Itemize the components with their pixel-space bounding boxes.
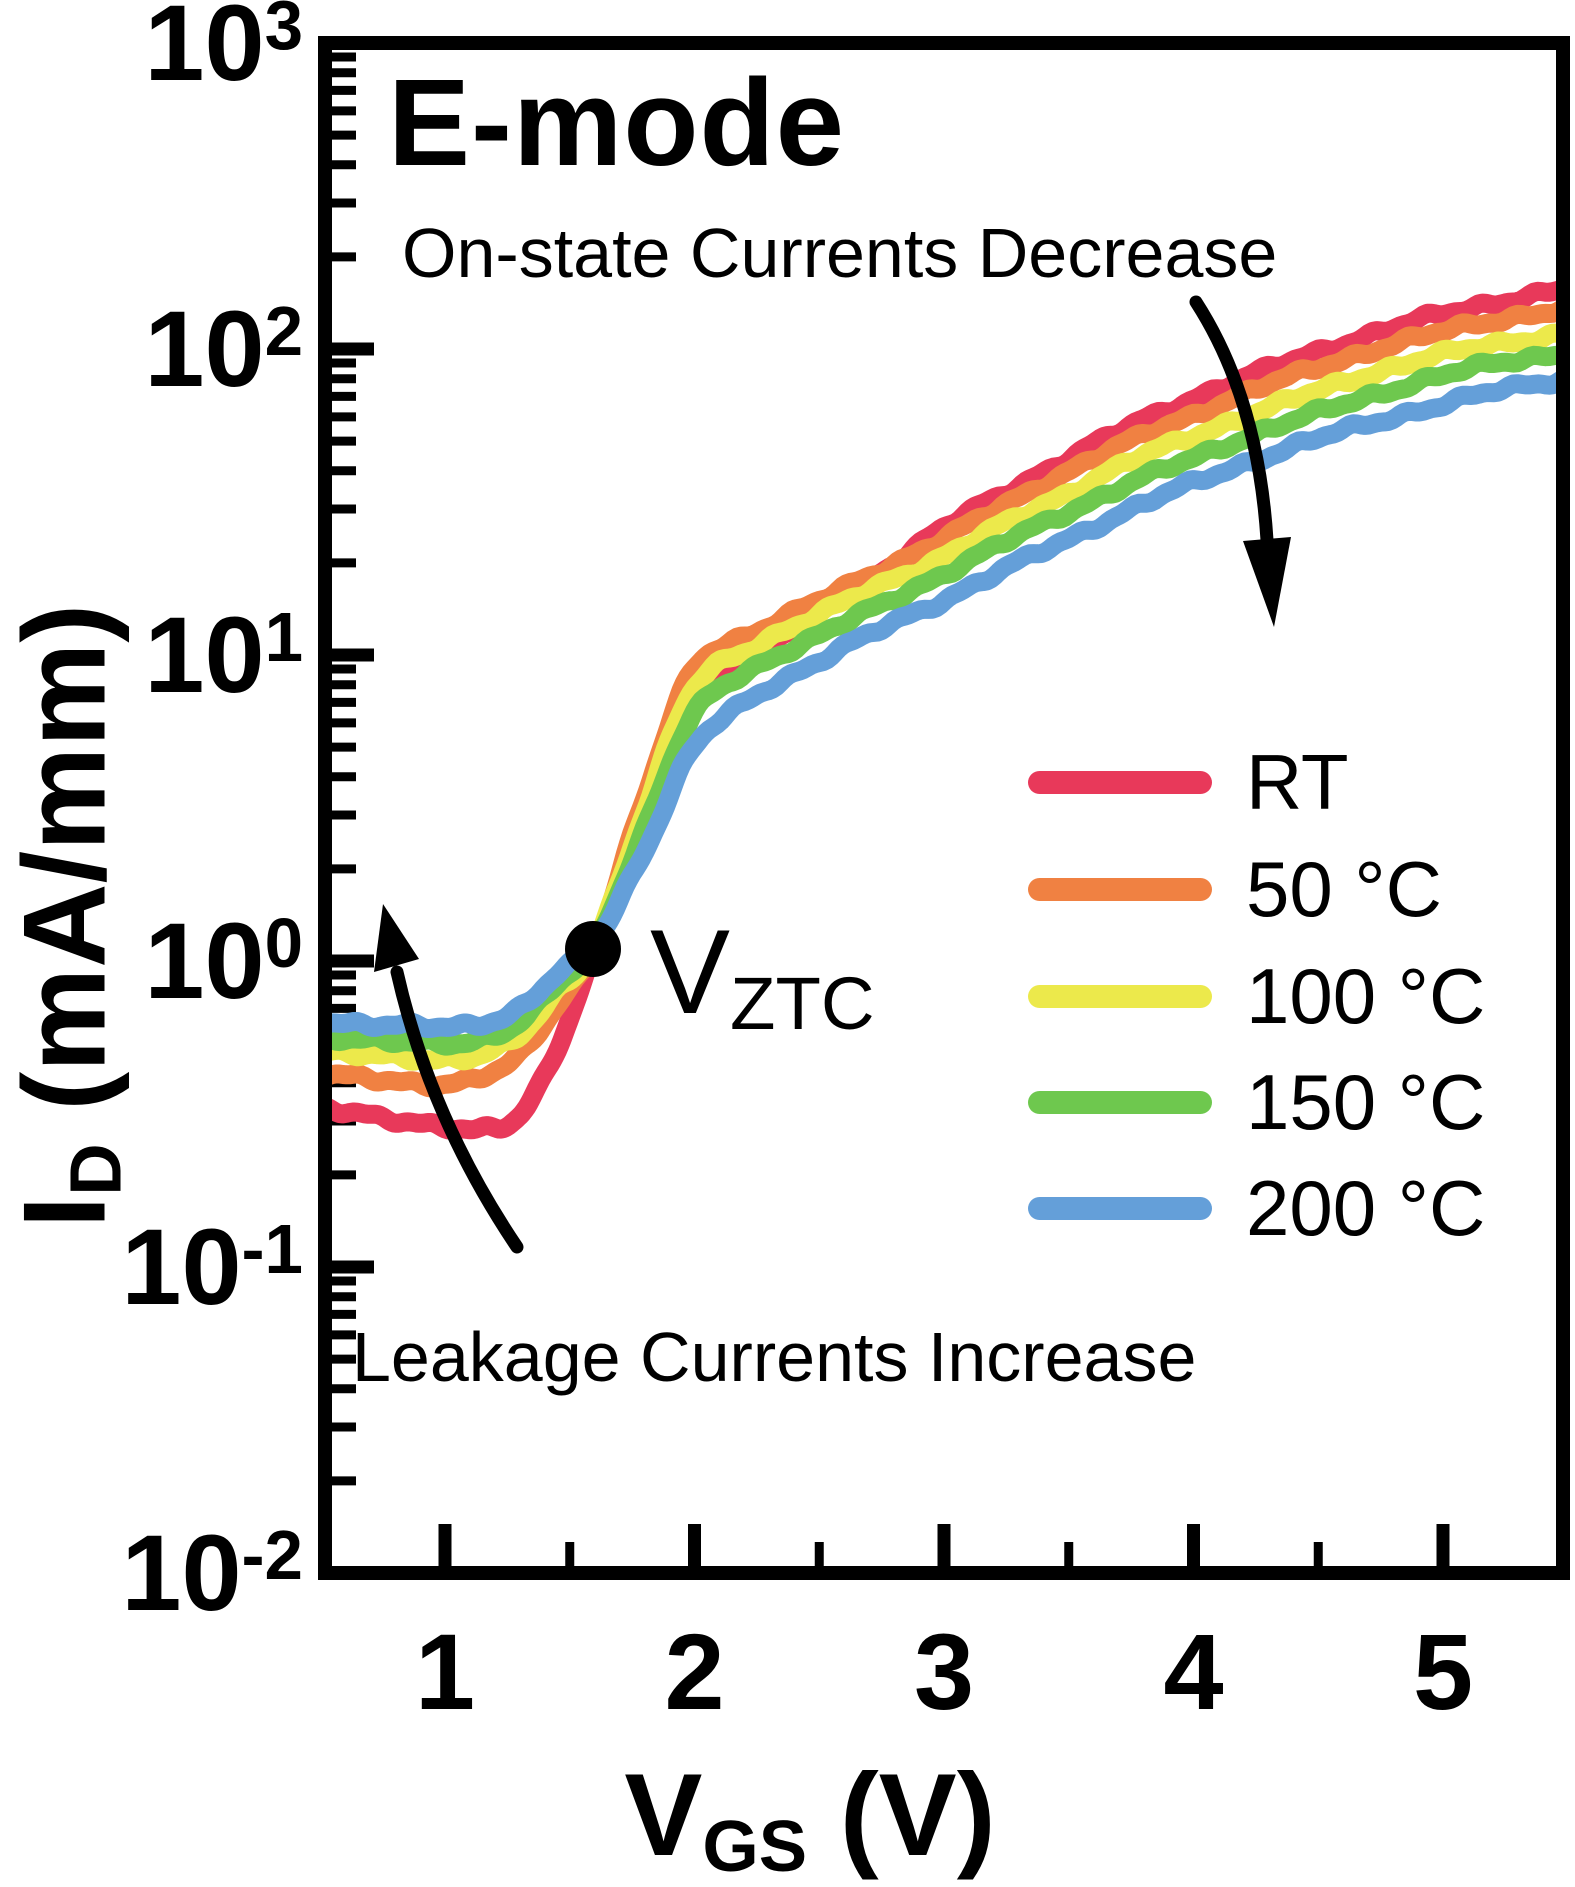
on-state-arrow xyxy=(1189,295,1291,627)
plot-border xyxy=(318,36,1570,1580)
ztc-label-sub: ZTC xyxy=(730,962,875,1046)
ztc-label: VZTC xyxy=(650,912,875,1041)
y-tick-label: 101 xyxy=(144,594,303,715)
y-axis-title: ID (mA/mm) xyxy=(0,604,136,1228)
curve-200C xyxy=(332,371,1556,1038)
legend-swatch xyxy=(1028,984,1212,1008)
legend-swatch xyxy=(1028,770,1212,794)
legend-label: 200 °C xyxy=(1246,1164,1486,1252)
y-tick-label: 100 xyxy=(144,900,303,1021)
y-axis-symbol: I xyxy=(0,1195,130,1229)
x-tick-label: 3 xyxy=(913,1611,975,1732)
curve-100C xyxy=(332,323,1556,1071)
legend-label: 50 °C xyxy=(1246,845,1442,933)
legend-label: 150 °C xyxy=(1246,1058,1486,1146)
y-tick-label: 103 xyxy=(144,0,303,103)
x-axis-title: VGS (V) xyxy=(480,1756,1140,1883)
legend-label: RT xyxy=(1246,738,1349,826)
y-tick-label: 102 xyxy=(144,288,303,409)
legend-item: 150 °C xyxy=(1028,1060,1485,1144)
y-tick-label: 10-1 xyxy=(121,1206,303,1327)
x-axis-subscript: GS xyxy=(702,1805,808,1887)
x-tick-label: 2 xyxy=(664,1611,725,1732)
y-axis-subscript: D xyxy=(55,1143,137,1196)
legend-item: 100 °C xyxy=(1028,954,1485,1038)
x-axis-unit: (V) xyxy=(807,1749,996,1880)
legend-swatch xyxy=(1028,1196,1212,1220)
x-tick-label: 4 xyxy=(1163,1611,1224,1732)
legend-item: RT xyxy=(1028,740,1349,824)
ztc-label-main: V xyxy=(650,905,731,1039)
legend-swatch xyxy=(1028,877,1212,901)
annotation-leakage: Leakage Currents Increase xyxy=(352,1318,1197,1396)
x-tick-label: 1 xyxy=(414,1611,476,1732)
tick-marks xyxy=(332,342,1450,1566)
legend-label: 100 °C xyxy=(1246,952,1486,1040)
leakage-arrow xyxy=(374,904,524,1254)
x-axis-symbol: V xyxy=(624,1749,703,1880)
legend-item: 200 °C xyxy=(1028,1166,1485,1250)
y-axis-unit: (mA/mm) xyxy=(0,603,130,1144)
legend-swatch xyxy=(1028,1090,1212,1114)
x-tick-label: 5 xyxy=(1412,1611,1474,1732)
data-curves xyxy=(332,281,1556,1140)
curve-50C xyxy=(332,301,1556,1098)
curve-150C xyxy=(332,345,1556,1056)
annotation-on-state: On-state Currents Decrease xyxy=(402,214,1278,292)
plot-title: E-mode xyxy=(388,55,846,192)
ztc-point-marker xyxy=(565,921,621,977)
legend-item: 50 °C xyxy=(1028,847,1442,931)
y-tick-label: 10-2 xyxy=(121,1512,303,1633)
